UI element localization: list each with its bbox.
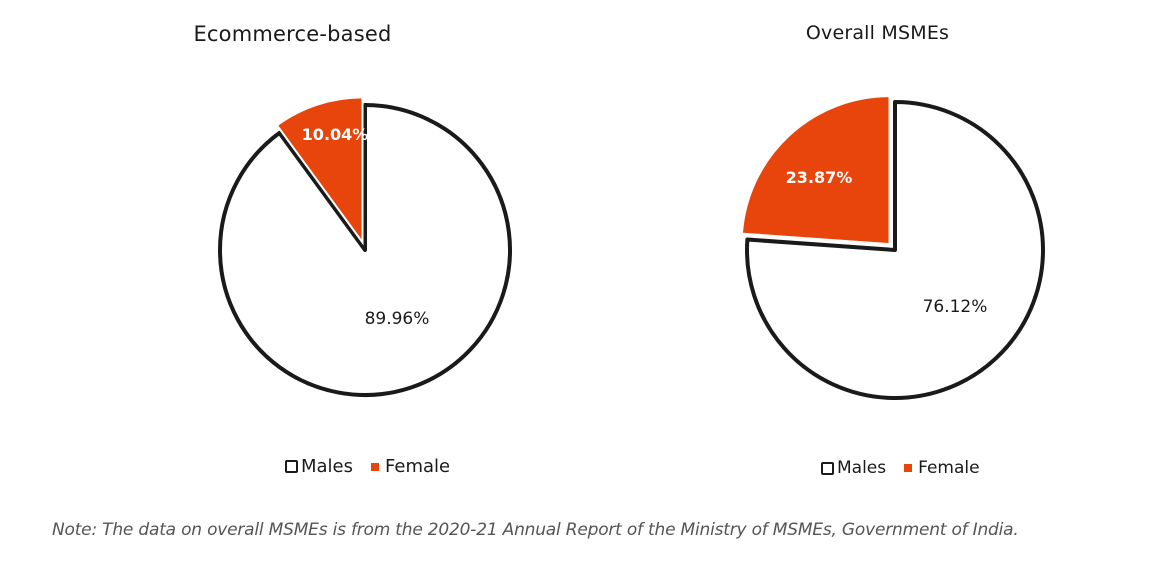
- data-label-female: 10.04%: [302, 125, 369, 144]
- legend-item-males: Males: [821, 458, 886, 478]
- chart-title: Overall MSMEs: [805, 22, 950, 44]
- chart-title: Ecommerce-based: [193, 22, 392, 46]
- pie-slice-female: [740, 95, 891, 246]
- legend-item-female: Female: [904, 458, 980, 478]
- pie-slice-males: [745, 100, 1045, 400]
- legend-item-female: Female: [371, 456, 450, 477]
- footnote: Note: The data on overall MSMEs is from …: [52, 520, 1019, 540]
- data-label-males: 89.96%: [365, 309, 430, 329]
- chart-overall-msmes: Overall MSMEs 76.12% 23.87% Males Female: [585, 0, 1170, 500]
- legend: Males Female: [285, 456, 468, 477]
- chart-ecommerce: Ecommerce-based 89.96% 10.04% Males Femal…: [0, 0, 585, 500]
- legend-label-males: Males: [301, 456, 354, 477]
- legend: Males Female: [821, 458, 998, 478]
- males-swatch: [285, 460, 298, 473]
- data-label-males: 76.12%: [923, 297, 988, 317]
- pie-chart: 89.96% 10.04%: [218, 96, 512, 397]
- legend-label-female: Female: [385, 456, 451, 477]
- female-swatch: [371, 462, 380, 471]
- legend-label-female: Female: [918, 458, 980, 478]
- legend-item-males: Males: [285, 456, 353, 477]
- pie-slice-males: [218, 103, 512, 397]
- pie-slice-female: [275, 96, 364, 246]
- data-label-female: 23.87%: [786, 168, 853, 187]
- female-swatch: [904, 464, 913, 472]
- males-swatch: [821, 461, 834, 475]
- legend-label-males: Males: [837, 458, 887, 478]
- pie-chart: 76.12% 23.87%: [740, 95, 1045, 400]
